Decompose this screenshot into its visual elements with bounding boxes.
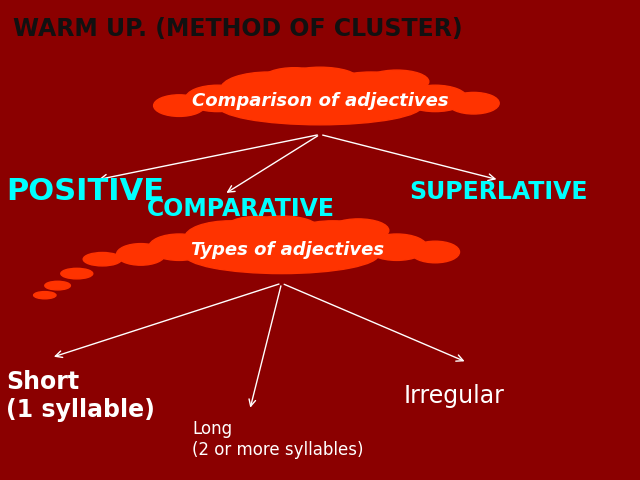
Text: Long
(2 or more syllables): Long (2 or more syllables): [192, 420, 364, 458]
Ellipse shape: [184, 235, 379, 274]
Ellipse shape: [154, 95, 205, 116]
Ellipse shape: [323, 72, 419, 106]
Ellipse shape: [61, 268, 93, 279]
Ellipse shape: [367, 234, 428, 260]
Text: Irregular: Irregular: [403, 384, 504, 408]
Text: Comparison of adjectives: Comparison of adjectives: [192, 92, 448, 110]
Ellipse shape: [448, 92, 499, 114]
Ellipse shape: [262, 68, 326, 91]
Ellipse shape: [221, 72, 317, 106]
Text: POSITIVE: POSITIVE: [6, 178, 164, 206]
Ellipse shape: [45, 281, 70, 290]
Ellipse shape: [34, 292, 56, 299]
Ellipse shape: [411, 241, 460, 263]
Text: WARM UP. (METHOD OF CLUSTER): WARM UP. (METHOD OF CLUSTER): [13, 17, 463, 41]
Ellipse shape: [403, 85, 467, 111]
Ellipse shape: [218, 86, 422, 125]
Ellipse shape: [186, 85, 250, 111]
Ellipse shape: [365, 70, 429, 93]
Text: Types of adjectives: Types of adjectives: [191, 240, 385, 259]
Text: COMPARATIVE: COMPARATIVE: [147, 197, 335, 221]
Ellipse shape: [149, 234, 210, 260]
Text: SUPERLATIVE: SUPERLATIVE: [410, 180, 588, 204]
Ellipse shape: [116, 244, 165, 265]
Text: Short
(1 syllable): Short (1 syllable): [6, 370, 156, 422]
Ellipse shape: [282, 67, 358, 91]
Ellipse shape: [328, 219, 389, 242]
Ellipse shape: [83, 252, 122, 266]
Ellipse shape: [287, 221, 378, 254]
Ellipse shape: [226, 216, 287, 240]
Ellipse shape: [185, 221, 276, 254]
Ellipse shape: [245, 216, 318, 240]
